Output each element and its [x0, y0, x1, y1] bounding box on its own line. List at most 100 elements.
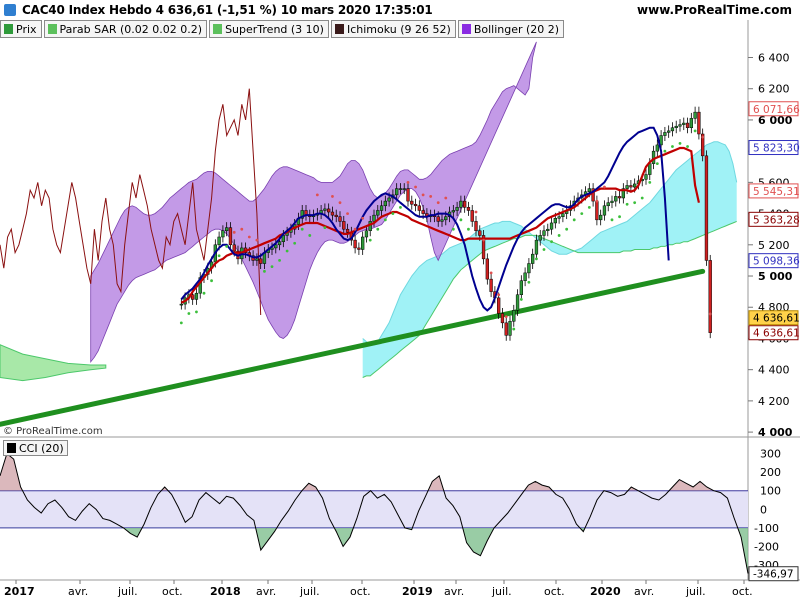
candle-body [338, 216, 342, 222]
candle-body [629, 185, 633, 188]
legend-swatch [47, 24, 57, 34]
candle-body [523, 272, 527, 281]
sar-dot [232, 230, 236, 234]
sar-dot [187, 312, 191, 315]
sar-dot [376, 227, 380, 231]
candle-body [667, 130, 671, 133]
sar-dot [195, 310, 198, 314]
legend-item-price[interactable]: Prix [0, 20, 42, 38]
candle-body [489, 278, 493, 292]
legend-item-parabolic-sar[interactable]: Parab SAR (0.02 0.02 0.2) [43, 20, 208, 38]
sar-dot [527, 280, 531, 284]
candle-body [481, 235, 486, 260]
candle-body [334, 214, 338, 217]
candle-body [682, 122, 686, 125]
sar-dot [210, 279, 213, 283]
candle-body [599, 214, 603, 221]
candle-body [342, 221, 346, 230]
sar-dot [625, 202, 629, 206]
cci-fill-positive [0, 453, 748, 491]
candle-body [678, 124, 682, 127]
sar-dot [610, 218, 614, 222]
sar-dot [323, 226, 327, 230]
price-tag-label: 5 098,36 [753, 256, 800, 268]
candle-body [455, 207, 459, 211]
candle-body [274, 244, 278, 249]
cci-legend[interactable]: CCI (20) [3, 440, 68, 456]
legend-label: SuperTrend (3 10) [225, 22, 324, 36]
candle-body [361, 236, 365, 250]
candle-body [685, 122, 690, 128]
sar-dot [648, 180, 652, 184]
candle-body [504, 322, 508, 336]
price-tag [748, 325, 799, 341]
legend-label: Ichimoku (9 26 52) [346, 22, 451, 36]
sar-dot [263, 269, 266, 273]
candle-body [395, 188, 399, 196]
candle-body [413, 203, 418, 207]
cci-value-tag [748, 566, 799, 582]
price-tag-label: 5 823,30 [753, 143, 800, 155]
candle-body [689, 118, 693, 128]
ichimoku-cloud-bear [0, 344, 107, 382]
ichimoku-span-a [362, 141, 738, 346]
sar-dot [572, 218, 576, 222]
sar-dot [270, 265, 274, 269]
legend-item-supertrend[interactable]: SuperTrend (3 10) [209, 20, 329, 38]
candle-body [602, 205, 607, 216]
sar-dot [474, 210, 478, 214]
legend-item-bollinger[interactable]: Bollinger (20 2) [457, 20, 565, 38]
sar-dot [217, 254, 221, 258]
indicator-legend: Prix Parab SAR (0.02 0.02 0.2) SuperTren… [0, 20, 565, 38]
candle-body [459, 200, 463, 208]
sar-dot [467, 227, 470, 231]
sar-dot [708, 312, 712, 316]
candle-body [701, 133, 705, 157]
candle-body [500, 313, 505, 324]
y-tick-label: 4 400 [758, 364, 790, 377]
candle-body [614, 196, 618, 202]
legend-swatch [334, 24, 344, 34]
candle-body [659, 135, 663, 146]
brand-link[interactable]: www.ProRealTime.com [637, 3, 792, 17]
candle-body [606, 202, 610, 207]
candle-body [693, 111, 697, 119]
candle-body [610, 200, 614, 203]
candle-body [670, 127, 675, 132]
sar-dot [550, 240, 553, 244]
x-tick-label: 2020 [590, 585, 621, 598]
candle-body [644, 174, 648, 180]
price-tag [748, 183, 799, 199]
legend-item-ichimoku[interactable]: Ichimoku (9 26 52) [330, 20, 456, 38]
price-tag [748, 101, 799, 117]
candle-body [406, 188, 410, 202]
candle-body [372, 214, 376, 222]
legend-swatch [7, 443, 16, 453]
sar-dot [512, 327, 516, 331]
cci-tick-label: -200 [754, 540, 779, 553]
sar-dot [489, 271, 493, 275]
candle-body [383, 200, 387, 207]
x-tick-label: avr. [634, 585, 654, 598]
sar-dot [557, 234, 561, 237]
cci-legend-label: CCI (20) [19, 441, 64, 455]
sar-dot [451, 227, 455, 231]
candle-body [515, 294, 520, 311]
candle-body [398, 188, 403, 190]
candle-body [376, 210, 380, 216]
x-tick-label: juil. [117, 585, 138, 598]
sar-dot [278, 259, 281, 262]
sar-dot [368, 238, 372, 242]
x-tick-label: oct. [350, 585, 371, 598]
sar-dot [414, 185, 417, 189]
candle-body [259, 258, 263, 264]
candle-body [255, 258, 259, 261]
x-tick-label: avr. [444, 585, 464, 598]
sar-dot [179, 321, 183, 325]
candle-body [379, 205, 384, 211]
candle-body [474, 221, 478, 232]
candle-body [485, 258, 489, 280]
candle-body [497, 297, 501, 314]
candle-body [527, 263, 531, 274]
